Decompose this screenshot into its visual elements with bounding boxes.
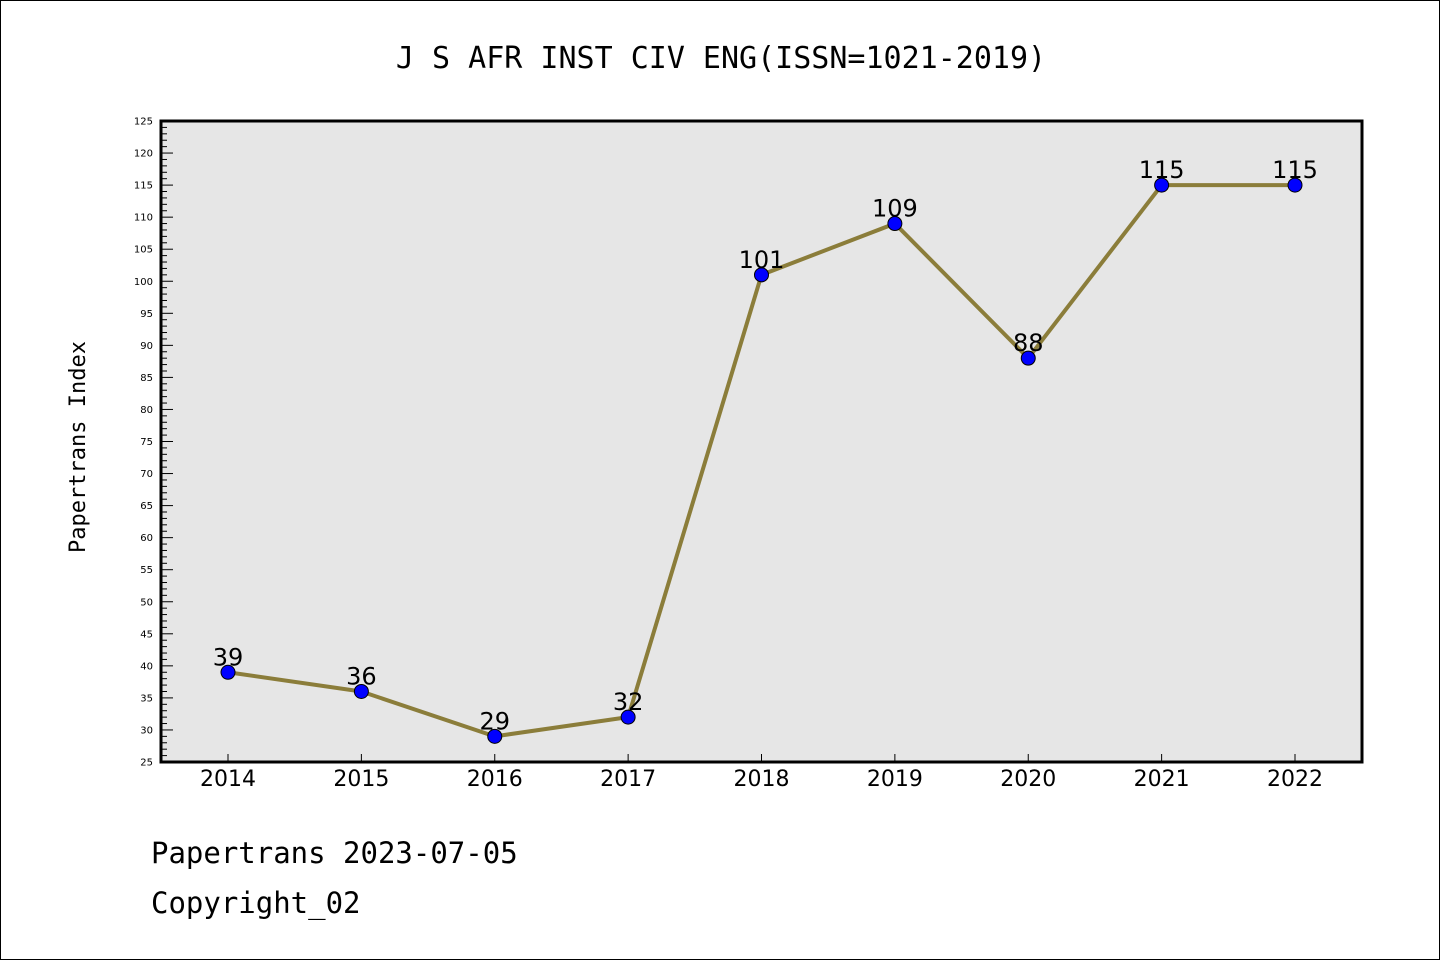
y-tick-label: 105 [134,245,153,256]
data-label: 36 [346,662,377,690]
data-label: 88 [1013,329,1044,357]
y-tick-label: 40 [140,661,153,672]
chart-title: J S AFR INST CIV ENG(ISSN=1021-2019) [396,41,1046,76]
y-tick-label: 115 [134,181,153,192]
y-tick-label: 70 [140,469,153,480]
y-tick-label: 125 [134,117,153,128]
x-tick-label: 2022 [1267,767,1323,792]
y-tick-label: 50 [140,597,153,608]
data-label: 39 [213,643,244,671]
y-tick-label: 90 [140,341,153,352]
x-tick-label: 2014 [200,767,256,792]
y-tick-label: 65 [140,501,153,512]
y-tick-label: 80 [140,405,153,416]
footer-copyright: Copyright_02 [151,886,361,920]
y-tick-label: 110 [134,213,153,224]
footer-date: Papertrans 2023-07-05 [151,836,518,870]
plot-area [161,121,1362,762]
y-tick-label: 45 [140,629,153,640]
x-tick-label: 2019 [867,767,923,792]
x-tick-label: 2018 [734,767,790,792]
y-axis-label: Papertrans Index [66,341,91,553]
y-tick-label: 55 [140,565,153,576]
data-label: 115 [1139,156,1185,184]
y-tick-label: 60 [140,533,153,544]
figure-frame: J S AFR INST CIV ENG(ISSN=1021-2019) Pap… [0,0,1440,960]
data-label: 115 [1272,156,1318,184]
data-label: 101 [739,246,785,274]
y-tick-label: 35 [140,693,153,704]
data-label: 29 [479,707,510,735]
x-tick-label: 2020 [1000,767,1056,792]
y-tick-label: 85 [140,373,153,384]
y-tick-label: 75 [140,437,153,448]
y-tick-label: 30 [140,725,153,736]
data-label: 109 [872,195,918,223]
y-tick-label: 25 [140,758,153,769]
x-tick-label: 2021 [1134,767,1190,792]
y-tick-label: 100 [134,277,153,288]
data-label: 32 [613,688,644,716]
x-tick-label: 2017 [600,767,656,792]
y-tick-label: 120 [134,149,153,160]
y-tick-label: 95 [140,309,153,320]
line-chart: J S AFR INST CIV ENG(ISSN=1021-2019) Pap… [1,1,1440,961]
x-tick-label: 2016 [467,767,523,792]
x-tick-label: 2015 [333,767,389,792]
